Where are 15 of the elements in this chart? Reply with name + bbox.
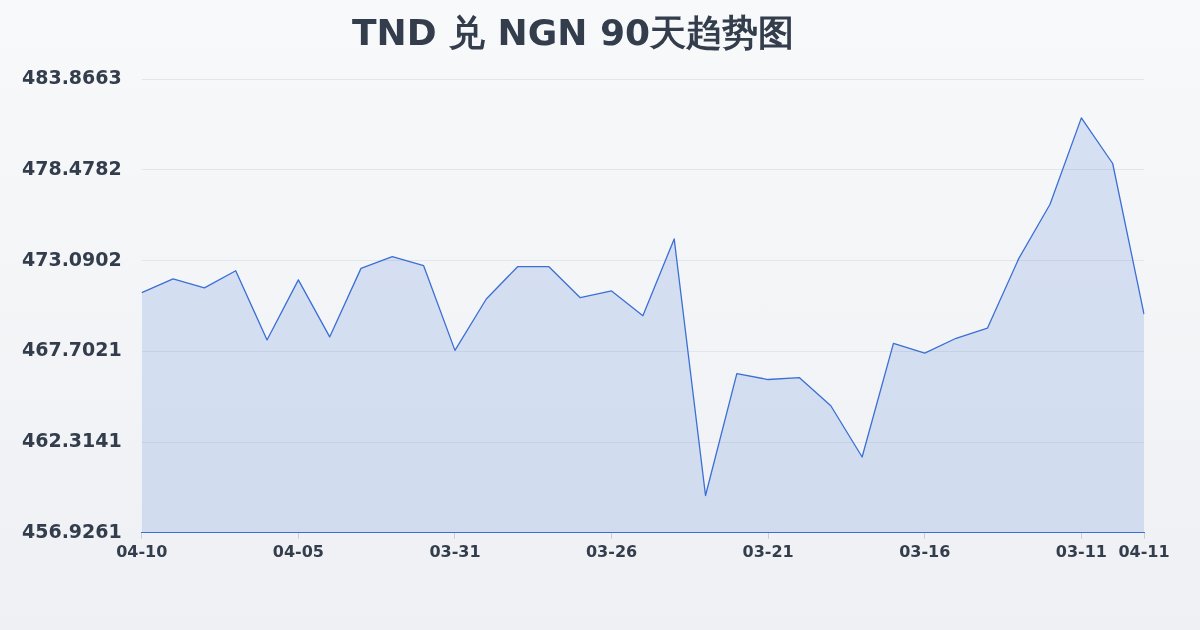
x-tick-label: 03-31: [429, 541, 481, 561]
x-tick-label: 03-26: [585, 541, 638, 561]
y-tick-label: 462.3141: [21, 429, 122, 452]
y-tick-label: 467.7021: [21, 338, 122, 361]
y-tick-label: 478.4782: [21, 156, 122, 179]
x-tick-label: 03-21: [742, 541, 794, 561]
x-tick-label: 04-11: [1118, 541, 1170, 561]
x-tick-label: 04-10: [116, 541, 168, 561]
chart-title: TND 兑 NGN 90天趋势图: [351, 11, 795, 53]
y-tick-label: 456.9261: [21, 519, 122, 542]
x-tick-label: 04-05: [272, 541, 324, 561]
y-tick-label: 483.8663: [21, 66, 122, 89]
y-tick-label: 473.0902: [21, 247, 122, 270]
x-tick-label: 03-11: [1055, 541, 1107, 561]
x-tick-label: 03-16: [899, 541, 951, 561]
